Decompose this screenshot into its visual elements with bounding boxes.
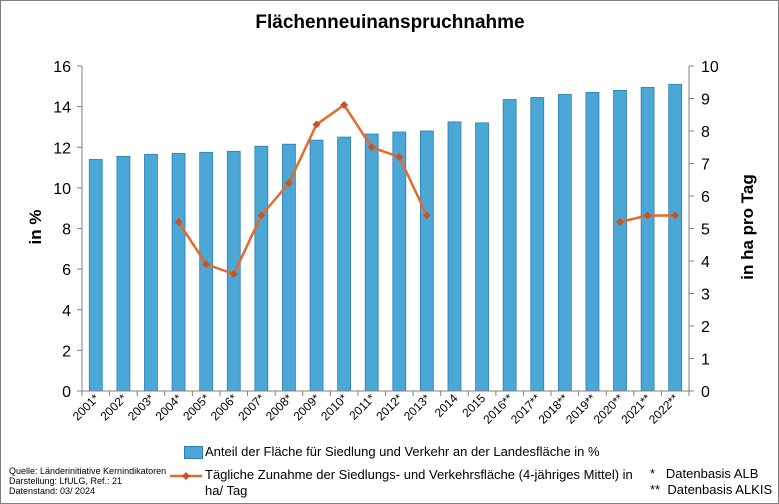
x-tick-label: 2005* <box>180 391 212 423</box>
x-tick-label: 2016** <box>480 391 516 427</box>
bar-2003 <box>144 153 158 392</box>
bar-2001 <box>88 159 103 392</box>
x-tick-label: 2018** <box>536 391 572 427</box>
y-left-tick-label: 14 <box>53 100 71 117</box>
line-point-2022 <box>671 211 680 220</box>
bar-2004 <box>171 152 186 392</box>
y-right-tick-label: 8 <box>701 124 710 141</box>
line-point-2008 <box>284 179 293 187</box>
bar-series <box>88 83 683 392</box>
x-tick-label: 2003* <box>125 391 157 423</box>
legend-line-label-line1: Tägliche Zunahme der Siedlungs- und Verk… <box>205 467 633 482</box>
line-point-2009 <box>312 120 321 129</box>
x-ticks: 2001*2002*2003*2004*2005*2006*2007*2008*… <box>70 391 690 427</box>
y-right-axis-title: in ha pro Tag <box>738 174 757 279</box>
x-tick-label: 2004* <box>153 391 185 423</box>
bar-2011 <box>364 133 379 392</box>
legend-bar-swatch <box>184 446 203 459</box>
y-left-tick-label: 12 <box>53 140 71 157</box>
x-tick-label: 2011* <box>346 391 378 423</box>
bar-2010 <box>337 136 352 392</box>
line-point-2011 <box>367 143 376 152</box>
x-tick-label: 2020** <box>591 391 627 427</box>
y-right-tick-label: 4 <box>701 254 710 271</box>
y-right-ticks: 0 1 2 3 4 5 6 7 8 9 10 <box>689 59 719 401</box>
bar-2021 <box>640 86 655 392</box>
bar-2009 <box>309 139 324 392</box>
bar-2002 <box>116 155 131 392</box>
x-tick-label: 2007* <box>235 391 267 423</box>
line-point-2020 <box>616 218 625 226</box>
bar-2022 <box>668 83 683 392</box>
bar-2019 <box>585 92 600 392</box>
y-left-ticks: 0 2 4 6 8 10 12 14 16 <box>53 59 82 401</box>
bar-2013 <box>419 130 434 392</box>
bar-2020 <box>613 89 627 392</box>
y-right-tick-label: 1 <box>701 352 710 369</box>
note-alkis: ** Datenbasis ALKIS <box>650 482 773 497</box>
line-point-2013 <box>422 211 431 220</box>
y-right-tick-label: 7 <box>701 157 710 174</box>
x-tick-label: 2008* <box>263 391 295 423</box>
x-tick-label: 2013* <box>401 391 433 423</box>
bar-2012 <box>392 131 407 392</box>
legend-line-label-line2: ha/ Tag <box>205 483 248 498</box>
x-tick-label: 2021** <box>618 391 654 427</box>
y-right-tick-label: 0 <box>701 384 710 401</box>
x-tick-label: 2022** <box>646 391 682 427</box>
x-tick-label: 2006* <box>208 391 240 423</box>
x-tick-label: 2012* <box>373 391 405 423</box>
note-alb: * Datenbasis ALB <box>650 466 759 481</box>
y-left-tick-label: 0 <box>62 384 71 401</box>
y-left-tick-label: 4 <box>62 303 71 320</box>
y-right-tick-label: 5 <box>701 222 710 239</box>
x-tick-label: 2014 <box>432 391 461 420</box>
y-left-tick-label: 2 <box>62 343 71 360</box>
bar-2005 <box>199 151 214 392</box>
bar-2016 <box>502 99 517 392</box>
y-left-tick-label: 8 <box>62 222 71 239</box>
legend-bar-label: Anteil der Fläche für Siedlung und Verke… <box>205 444 600 459</box>
x-tick-label: 2001* <box>70 391 102 423</box>
line-point-2021 <box>643 211 652 220</box>
source-darstellung: Darstellung: LfULG, Ref.: 21 <box>9 476 123 486</box>
y-right-tick-label: 3 <box>701 287 710 304</box>
chart-title: Flächenneuinanspruchnahme <box>255 12 524 33</box>
x-tick-label: 2010* <box>318 391 350 423</box>
x-tick-label: 2009* <box>291 391 323 423</box>
line-segment-1 <box>177 103 429 276</box>
y-left-axis-title: in % <box>26 210 45 245</box>
bar-2015 <box>475 122 489 392</box>
line-point-2005 <box>202 260 211 269</box>
y-left-tick-label: 16 <box>53 59 71 76</box>
y-right-tick-label: 6 <box>701 189 710 206</box>
bar-2017 <box>530 97 545 392</box>
x-tick-label: 2017** <box>508 391 544 427</box>
source-quelle: Quelle: Länderinitiative Kernindikatoren <box>9 466 167 476</box>
bar-2018 <box>557 94 572 392</box>
bar-2014 <box>447 121 462 392</box>
line-point-2010 <box>340 101 349 109</box>
x-tick-label: 2002* <box>97 391 129 423</box>
line-point-2004 <box>174 218 183 226</box>
legend-line-marker <box>170 472 202 480</box>
y-right-tick-label: 10 <box>701 59 719 76</box>
y-right-tick-label: 9 <box>701 92 710 109</box>
line-point-2007 <box>257 211 266 220</box>
y-left-tick-label: 10 <box>53 181 71 198</box>
line-point-2006 <box>229 270 238 278</box>
line-series <box>174 101 680 278</box>
bar-2007 <box>254 145 269 392</box>
line-point-2012 <box>395 153 404 161</box>
source-datenstand: Datenstand: 03/ 2024 <box>9 486 96 496</box>
y-left-tick-label: 6 <box>62 262 71 279</box>
source-note: Quelle: Länderinitiative Kernindikatoren… <box>9 466 166 496</box>
x-tick-label: 2019** <box>563 391 599 427</box>
y-right-tick-label: 2 <box>701 319 710 336</box>
legend-line-label: Tägliche Zunahme der Siedlungs- und Verk… <box>205 467 633 499</box>
